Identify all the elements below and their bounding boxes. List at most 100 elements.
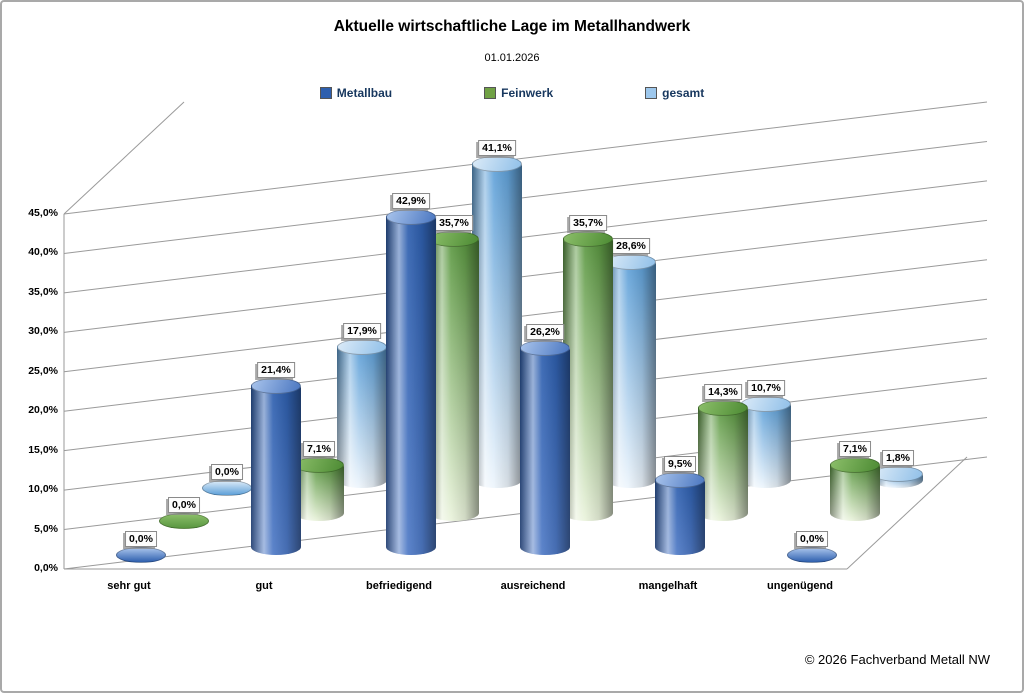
cylinder-gesamt-mangelhaft: [741, 395, 791, 496]
value-label: 0,0%: [125, 531, 157, 547]
y-axis-tick: 30,0%: [28, 325, 58, 338]
y-axis-tick: 15,0%: [28, 443, 58, 456]
x-axis-category-label: ungenügend: [767, 580, 833, 592]
value-label: 42,9%: [392, 192, 430, 209]
y-axis-tick: 0,0%: [34, 562, 58, 574]
zero-value-disc: [159, 513, 209, 529]
floor-right-edge: [846, 456, 968, 570]
cylinder-body: [520, 348, 570, 555]
y-axis-tick: 5,0%: [34, 522, 58, 535]
wall-depth-edge: [63, 101, 185, 215]
cylinder-body: [472, 163, 522, 488]
cylinder-cap: [563, 231, 613, 248]
value-label: 10,7%: [747, 379, 785, 396]
cylinder-cap: [698, 400, 748, 417]
value-label: 28,6%: [612, 238, 650, 255]
value-label: 0,0%: [796, 531, 828, 547]
cylinder-body: [386, 216, 436, 555]
cylinder-feinwerk-ungenügend: [830, 456, 880, 529]
cylinder-metallbau-sehr-gut: [116, 547, 166, 563]
gridline: [63, 259, 988, 373]
zero-value-disc: [116, 547, 166, 563]
value-label: 0,0%: [168, 497, 200, 513]
x-axis-category-label: ausreichend: [500, 580, 566, 592]
cylinder-body: [655, 480, 705, 555]
cylinder-gesamt-gut: [337, 338, 387, 496]
chart-title: Aktuelle wirtschaftliche Lage im Metallh…: [333, 18, 691, 35]
value-label: 21,4%: [257, 362, 295, 379]
x-axis-category-label: mangelhaft: [638, 580, 698, 592]
x-axis-category-label: gut: [255, 580, 273, 592]
cylinder-feinwerk-ausreichend: [563, 231, 613, 529]
y-axis-tick: 20,0%: [28, 404, 58, 417]
cylinder-gesamt-ausreichend: [606, 254, 656, 496]
legend-item-feinwerk: Feinwerk: [484, 86, 553, 100]
cylinder-cap: [873, 465, 923, 482]
legend-label-gesamt: gesamt: [662, 86, 705, 100]
legend-swatch-gesamt: [645, 87, 658, 99]
cylinder-cap: [520, 340, 570, 357]
value-label: 26,2%: [526, 324, 564, 341]
cylinder-feinwerk-sehr-gut: [159, 513, 209, 529]
y-axis-tick: 10,0%: [28, 483, 58, 496]
cylinder-gesamt-ungenügend: [873, 465, 923, 496]
value-label: 41,1%: [478, 139, 516, 156]
cylinder-cap: [294, 456, 344, 473]
value-label: 35,7%: [435, 215, 473, 232]
cylinder-cap: [472, 155, 522, 172]
value-label: 35,7%: [569, 215, 607, 232]
value-label: 7,1%: [839, 440, 871, 457]
cylinder-gesamt-sehr-gut: [202, 480, 252, 496]
cylinder-feinwerk-mangelhaft: [698, 400, 748, 529]
cylinder-cap: [337, 338, 387, 355]
cylinder-metallbau-ausreichend: [520, 340, 570, 563]
cylinder-body: [294, 464, 344, 521]
copyright-text: © 2026 Fachverband Metall NW: [804, 652, 990, 667]
cylinder-metallbau-befriedigend: [386, 208, 436, 563]
cylinder-body: [741, 403, 791, 488]
cylinder-body: [251, 386, 301, 555]
gridline: [63, 180, 988, 294]
cylinder-gesamt-befriedigend: [472, 155, 522, 496]
y-axis-tick: 35,0%: [28, 285, 58, 298]
value-label: 9,5%: [664, 456, 696, 473]
x-axis-category-label: sehr gut: [107, 580, 151, 592]
cylinder-body: [563, 239, 613, 521]
cylinder-feinwerk-befriedigend: [429, 231, 479, 529]
value-label: 7,1%: [303, 440, 335, 457]
y-axis-tick: 25,0%: [28, 364, 58, 377]
cylinder-feinwerk-gut: [294, 456, 344, 529]
gridline: [63, 219, 988, 333]
cylinder-cap: [655, 472, 705, 489]
cylinder-cap: [251, 378, 301, 395]
legend-label-metallbau: Metallbau: [336, 86, 393, 100]
cylinder-body: [337, 346, 387, 488]
cylinder-cap: [741, 395, 791, 412]
cylinder-body: [830, 464, 880, 521]
legend-item-metallbau: Metallbau: [319, 86, 393, 100]
cylinder-metallbau-ungenügend: [787, 547, 837, 563]
cylinder-body: [429, 239, 479, 521]
cylinder-metallbau-mangelhaft: [655, 472, 705, 563]
legend-swatch-feinwerk: [484, 87, 497, 99]
legend-swatch-metallbau: [319, 87, 332, 99]
value-label: 1,8%: [882, 449, 914, 466]
y-axis-tick: 40,0%: [28, 246, 58, 259]
legend-label-feinwerk: Feinwerk: [501, 86, 554, 100]
gridline: [63, 140, 988, 254]
value-label: 17,9%: [343, 322, 381, 339]
value-label: 0,0%: [211, 464, 243, 480]
x-axis-category-label: befriedigend: [365, 580, 433, 592]
cylinder-body: [606, 262, 656, 488]
cylinder-body: [698, 408, 748, 521]
chart-subtitle: 01.01.2026: [484, 52, 540, 64]
cylinder-cap: [386, 208, 436, 225]
value-label: 14,3%: [704, 384, 742, 401]
zero-value-disc: [787, 547, 837, 563]
legend-item-gesamt: gesamt: [645, 86, 704, 100]
cylinder-cap: [830, 456, 880, 473]
legend: Metallbau Feinwerk gesamt: [2, 86, 1022, 100]
y-axis-tick: 45,0%: [28, 207, 58, 219]
